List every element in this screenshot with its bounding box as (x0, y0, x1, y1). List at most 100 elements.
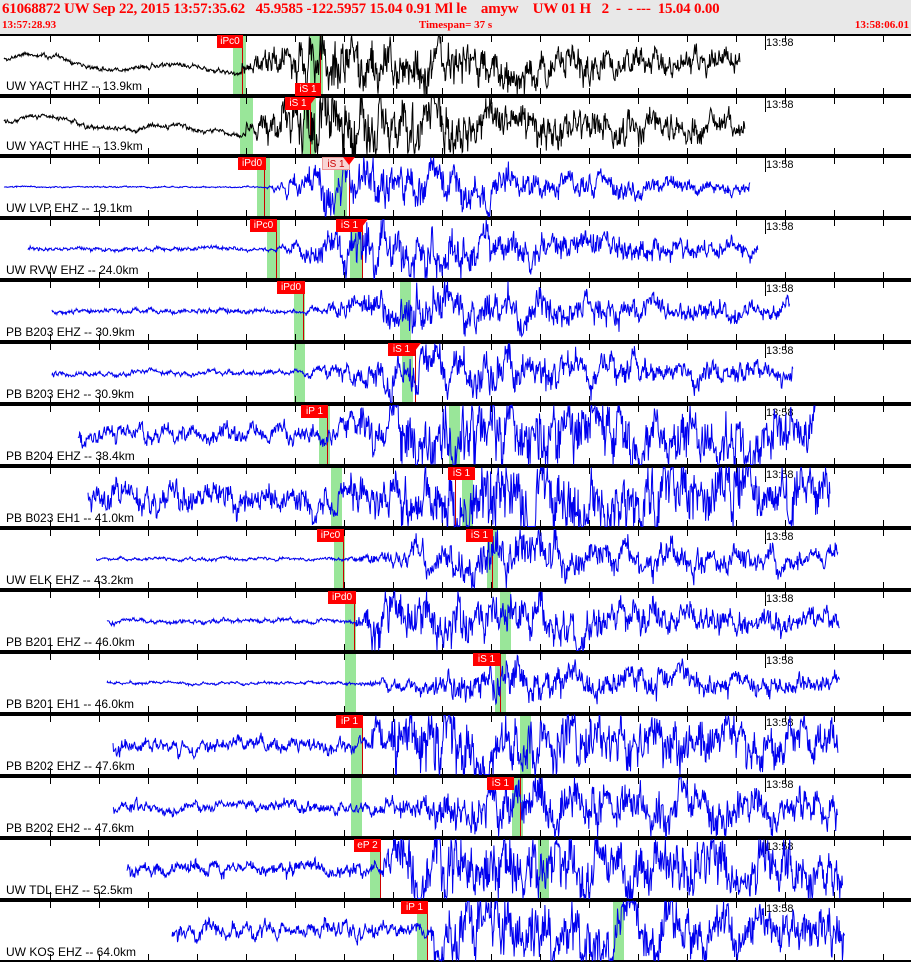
axis-tick-minor (295, 582, 296, 588)
pick-label[interactable]: iS 1 (487, 777, 514, 790)
pick-line[interactable] (380, 838, 381, 900)
pick-label[interactable]: iPc0 (217, 35, 243, 48)
axis-tick-minor (785, 272, 786, 278)
axis-tick-minor (589, 220, 590, 226)
waveform (0, 280, 911, 342)
axis-tick-minor (589, 520, 590, 526)
pick-label[interactable]: iPc0 (250, 219, 277, 232)
panel-top-rule (0, 342, 911, 344)
axis-tick-minor (834, 406, 835, 412)
pick-line[interactable] (492, 528, 493, 590)
minute-divider (765, 36, 766, 50)
axis-tick-minor (295, 892, 296, 898)
axis-tick-minor (99, 458, 100, 464)
pick-line[interactable] (320, 34, 321, 96)
axis-tick-minor (785, 334, 786, 340)
trace-panel-inner (0, 342, 911, 404)
trace-panel[interactable]: 13:58 iPc0 iS 1 UW ELK EHZ -- 43.2km (0, 528, 911, 590)
axis-tick-minor (638, 272, 639, 278)
pick-label[interactable]: iPd0 (277, 281, 305, 294)
pick-label[interactable]: iP 1 (301, 405, 328, 418)
pick-label[interactable]: iP 1 (336, 715, 363, 728)
pick-line[interactable] (349, 156, 350, 218)
pick-label[interactable]: iPd0 (328, 591, 356, 604)
trace-panel[interactable]: 13:58 iPd0 PB B203 EHZ -- 30.9km (0, 280, 911, 342)
axis-tick-minor (638, 98, 639, 104)
arrival-window-band (417, 900, 428, 962)
arrival-window-band (370, 838, 381, 900)
axis-tick-minor (883, 716, 884, 722)
axis-tick-minor (442, 36, 443, 42)
trace-panel[interactable]: 13:58 iP 1 UW KOS EHZ -- 64.0km (0, 900, 911, 962)
axis-tick-minor (589, 98, 590, 104)
trace-panel[interactable]: 13:58 iS 1 PB B202 EH2 -- 47.6km (0, 776, 911, 838)
axis-tick-minor (785, 778, 786, 784)
axis-tick-minor (785, 344, 786, 350)
axis-tick-minor (442, 530, 443, 536)
channel-label: UW LVP EHZ -- 19.1km (6, 201, 133, 215)
axis-tick-minor (785, 148, 786, 154)
axis-tick-minor (344, 36, 345, 42)
waveform (0, 404, 911, 466)
trace-panel[interactable]: 13:58 iS 1 PB B203 EH2 -- 30.9km (0, 342, 911, 404)
trace-panel-inner (0, 838, 911, 900)
event-header: 61068872 UW Sep 22, 2015 13:57:35.62 45.… (0, 0, 911, 34)
panel-bottom-rule (0, 402, 911, 404)
waveform (0, 776, 911, 838)
axis-tick-minor (246, 530, 247, 536)
axis-tick-minor (197, 716, 198, 722)
pick-line[interactable] (354, 590, 355, 652)
axis-tick-minor (246, 334, 247, 340)
axis-tick-minor (246, 892, 247, 898)
trace-panel[interactable]: 13:58 iPc0 iS 1 UW YACT HHZ -- 13.9km (0, 34, 911, 96)
axis-tick-minor (540, 520, 541, 526)
pick-line[interactable] (455, 466, 456, 528)
axis-tick-minor (834, 530, 835, 536)
axis-tick-minor (197, 220, 198, 226)
axis-tick-minor (540, 158, 541, 164)
pick-label[interactable]: iPd0 (238, 157, 266, 170)
axis-tick-minor (687, 520, 688, 526)
pick-label[interactable]: iS 1 (388, 343, 415, 356)
axis-tick-minor (50, 902, 51, 908)
trace-panel[interactable]: 13:58 iP 1 PB B204 EHZ -- 38.4km (0, 404, 911, 466)
axis-tick-minor (638, 902, 639, 908)
pick-label[interactable]: iP 1 (401, 901, 428, 914)
pick-label[interactable]: iPc0 (317, 529, 344, 542)
pick-label[interactable]: eP 2 (354, 839, 381, 852)
arrival-window-band (402, 342, 413, 404)
axis-tick-minor (638, 654, 639, 660)
trace-panel[interactable]: 13:58 iS 1 PB B201 EH1 -- 46.0km (0, 652, 911, 714)
pick-line[interactable] (343, 528, 344, 590)
pick-line[interactable] (276, 218, 277, 280)
trace-panel[interactable]: 13:58 iPd0 PB B201 EHZ -- 46.0km (0, 590, 911, 652)
pick-label[interactable]: iS 1 (295, 83, 321, 96)
trace-panel[interactable]: 13:58 iS 1 UW YACT HHE -- 13.9km (0, 96, 911, 156)
panel-bottom-rule (0, 340, 911, 342)
pick-line[interactable] (415, 342, 416, 404)
trace-panel[interactable]: 13:58 iS 1 PB B023 EH1 -- 41.0km (0, 466, 911, 528)
axis-tick-minor (736, 830, 737, 836)
axis-tick-minor (589, 582, 590, 588)
axis-tick-minor (197, 148, 198, 154)
trace-panel[interactable]: 13:58 iP 1 PB B202 EHZ -- 47.6km (0, 714, 911, 776)
pick-label[interactable]: iS 1 (473, 653, 500, 666)
axis-tick-minor (148, 396, 149, 402)
pick-line[interactable] (303, 280, 304, 342)
pick-line[interactable] (362, 714, 363, 776)
axis-tick-minor (785, 706, 786, 712)
pick-label[interactable]: iS 1 (466, 529, 493, 542)
trace-panel[interactable]: 13:58 iPd0 iS 1 UW LVP EHZ -- 19.1km (0, 156, 911, 218)
axis-tick-minor (540, 902, 541, 908)
pick-label[interactable]: iS 1 (448, 467, 475, 480)
trace-panel[interactable]: 13:58 eP 2 UW TDL EHZ -- 52.5km (0, 838, 911, 900)
pick-line[interactable] (327, 404, 328, 466)
axis-tick-minor (246, 778, 247, 784)
pick-line[interactable] (520, 776, 521, 838)
axis-tick-minor (99, 158, 100, 164)
axis-tick-minor (295, 396, 296, 402)
pick-line[interactable] (310, 96, 311, 156)
trace-panel[interactable]: 13:58 iPc0 iS 1 UW RVW EHZ -- 24.0km (0, 218, 911, 280)
panel-bottom-rule (0, 278, 911, 280)
axis-tick-minor (246, 520, 247, 526)
